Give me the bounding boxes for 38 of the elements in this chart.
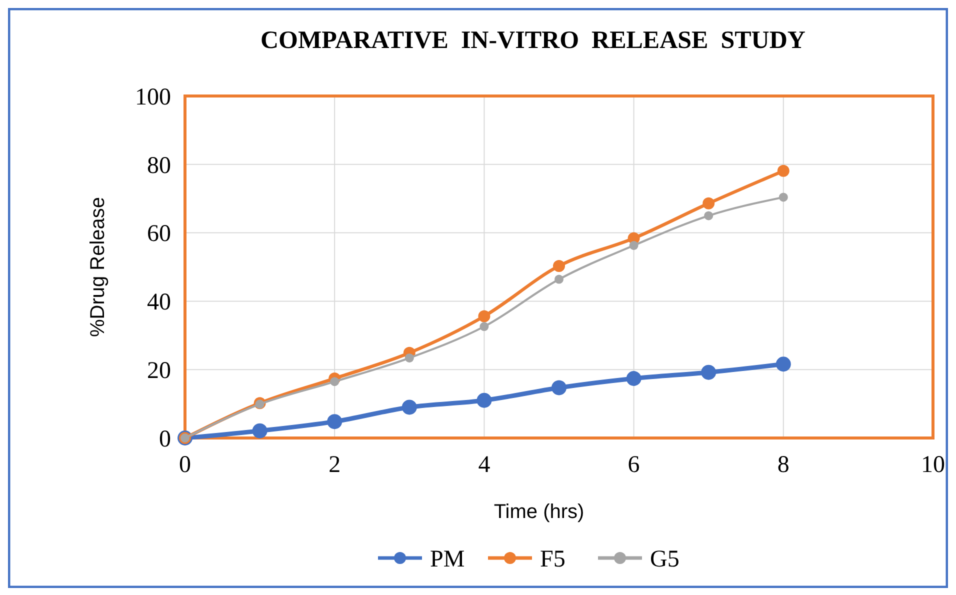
point [404, 353, 414, 362]
x-tick-label: 0 [179, 452, 191, 478]
point [327, 414, 342, 430]
point [255, 400, 264, 409]
point [704, 211, 714, 220]
y-tick-label: 0 [159, 426, 171, 452]
point [552, 380, 566, 396]
point [777, 164, 790, 177]
legend-label: F5 [540, 546, 566, 572]
point [553, 260, 565, 272]
y-tick-label: 60 [147, 221, 171, 248]
x-axis-title: Time (hrs) [494, 501, 584, 523]
point [629, 240, 638, 250]
point [402, 400, 417, 415]
y-tick-label: 40 [147, 290, 171, 316]
y-tick-label: 100 [135, 84, 171, 110]
y-tick-label: 20 [147, 358, 171, 384]
x-tick-label: 4 [478, 452, 490, 478]
legend-label: PM [430, 546, 465, 572]
point [778, 192, 788, 202]
legend-label: G5 [650, 546, 680, 572]
point [476, 392, 492, 408]
point [252, 423, 268, 438]
y-axis-title: %Drug Release [87, 196, 109, 338]
point [776, 356, 791, 372]
point [480, 322, 489, 332]
point [330, 377, 340, 386]
x-tick-label: 2 [328, 452, 341, 478]
point [478, 310, 490, 322]
point [554, 274, 564, 284]
point [701, 364, 716, 380]
point [702, 197, 715, 210]
x-tick-label: 6 [628, 452, 640, 478]
x-tick-label: 8 [777, 452, 790, 478]
point [626, 370, 642, 386]
chart-title: COMPARATIVE IN-VITRO RELEASE STUDY [260, 27, 806, 54]
x-tick-label: 10 [921, 452, 945, 478]
y-tick-label: 80 [147, 152, 171, 179]
